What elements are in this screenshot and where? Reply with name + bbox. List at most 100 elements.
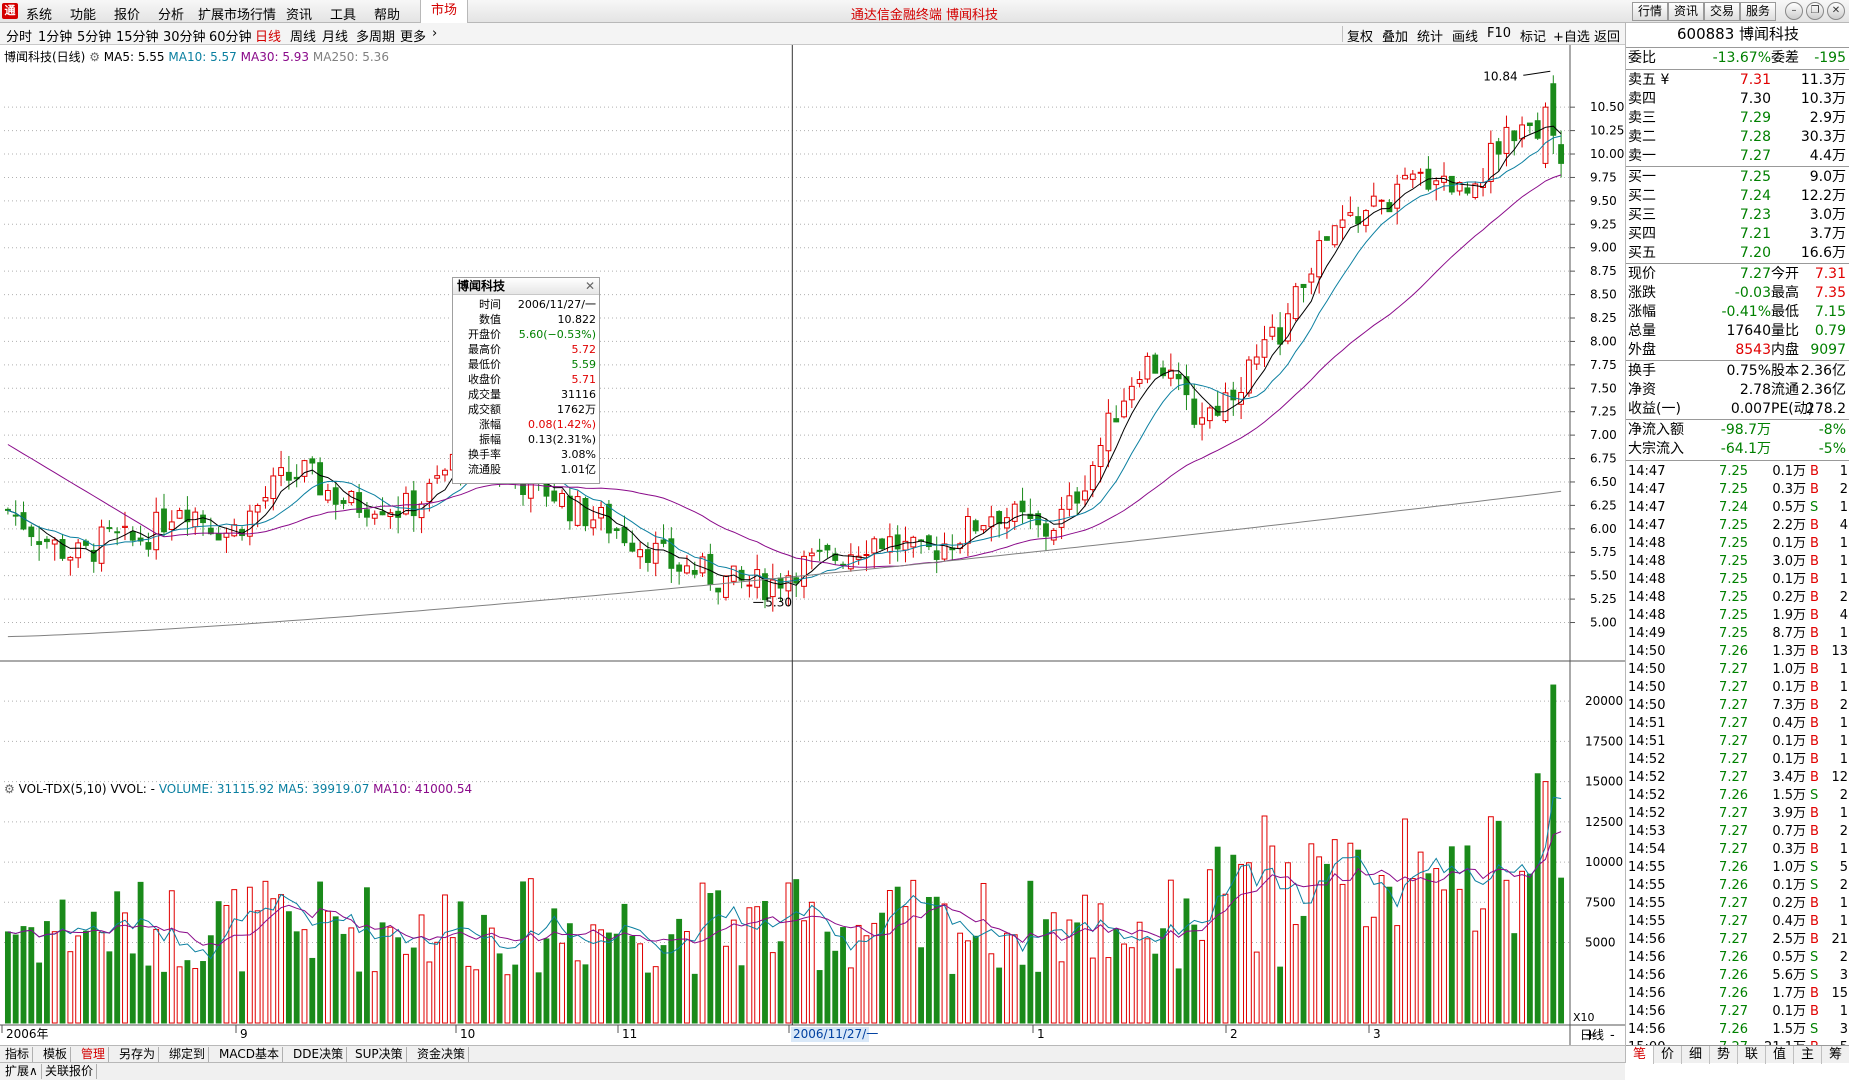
bottom-tab[interactable]: MACD基本 (216, 1047, 283, 1062)
vol-gear-icon[interactable]: ⚙ (4, 782, 15, 796)
tick-row[interactable]: 14:50 7.27 7.3万 B 2 (1626, 697, 1849, 715)
info-button[interactable]: 资讯 (1668, 2, 1705, 21)
market-tab[interactable]: 市场 (420, 0, 469, 23)
tick-row[interactable]: 14:51 7.27 0.1万 B 1 (1626, 733, 1849, 751)
tick-row[interactable]: 14:48 7.25 0.1万 B 1 (1626, 571, 1849, 589)
f10-button[interactable]: F10 (1487, 26, 1512, 41)
bottom-tab[interactable]: SUP决策 (352, 1047, 407, 1062)
legend-gear-icon[interactable]: ⚙ (89, 50, 100, 64)
period-60min[interactable]: 60分钟 (209, 30, 252, 45)
tick-row[interactable]: 14:52 7.27 0.1万 B 1 (1626, 751, 1849, 769)
menu-tools[interactable]: 工具 (330, 8, 357, 23)
tick-row[interactable]: 14:56 7.26 5.6万 S 3 (1626, 967, 1849, 985)
bottom-tab[interactable]: 关联报价 (42, 1064, 98, 1079)
zoom-out-icon[interactable]: - (1610, 1028, 1615, 1043)
tick-row[interactable]: 14:55 7.27 0.2万 B 1 (1626, 895, 1849, 913)
chart-area[interactable]: 5.00 5.25 5.50 5.75 6.00 6.25 6.50 6.75 7.00 7.25… (0, 45, 1625, 1045)
tick-row[interactable]: 14:50 7.26 1.3万 B 13 (1626, 643, 1849, 661)
quote-button[interactable]: 行情 (1632, 2, 1669, 21)
order-level[interactable]: 卖二 7.28 30.3万 (1626, 128, 1849, 147)
service-button[interactable]: 服务 (1740, 2, 1777, 21)
bottom-tab[interactable]: 绑定到 (166, 1047, 210, 1062)
bottom-tab[interactable]: 模板 (40, 1047, 72, 1062)
panel-tab[interactable]: 价 (1654, 1046, 1682, 1064)
menu-function[interactable]: 功能 (70, 8, 97, 23)
stats-button[interactable]: 统计 (1417, 30, 1444, 45)
period-multi[interactable]: 多周期 (356, 30, 396, 45)
close-icon[interactable]: ✕ (1827, 2, 1845, 20)
chevron-right-icon[interactable]: › (432, 26, 438, 41)
bottom-tab[interactable]: 另存为 (116, 1047, 160, 1062)
zoom-in-icon[interactable]: + (1585, 1028, 1596, 1043)
order-level[interactable]: 买二 7.24 12.2万 (1626, 187, 1849, 206)
period-15min[interactable]: 15分钟 (116, 30, 159, 45)
menu-system[interactable]: 系统 (26, 8, 53, 23)
period-30min[interactable]: 30分钟 (163, 30, 206, 45)
bottom-tab[interactable]: DDE决策 (290, 1047, 348, 1062)
period-more[interactable]: 更多 (400, 30, 427, 45)
tick-row[interactable]: 14:51 7.27 0.4万 B 1 (1626, 715, 1849, 733)
tick-row[interactable]: 14:52 7.27 3.4万 B 12 (1626, 769, 1849, 787)
tick-row[interactable]: 14:48 7.25 3.0万 B 1 (1626, 553, 1849, 571)
tick-row[interactable]: 14:56 7.27 2.5万 B 21 (1626, 931, 1849, 949)
tick-row[interactable]: 14:54 7.27 0.3万 B 1 (1626, 841, 1849, 859)
tick-row[interactable]: 14:50 7.27 1.0万 B 1 (1626, 661, 1849, 679)
tick-row[interactable]: 14:48 7.25 0.2万 B 2 (1626, 589, 1849, 607)
trade-button[interactable]: 交易 (1704, 2, 1741, 21)
order-level[interactable]: 买一 7.25 9.0万 (1626, 168, 1849, 187)
panel-tab[interactable]: 值 (1766, 1046, 1794, 1064)
tick-row[interactable]: 14:47 7.24 0.5万 S 1 (1626, 499, 1849, 517)
order-level[interactable]: 买三 7.23 3.0万 (1626, 206, 1849, 225)
order-level[interactable]: 卖五 ¥ 7.31 11.3万 (1626, 71, 1849, 90)
order-level[interactable]: 卖一 7.27 4.4万 (1626, 147, 1849, 166)
tick-row[interactable]: 14:50 7.27 0.1万 B 1 (1626, 679, 1849, 697)
tick-row[interactable]: 14:52 7.26 1.5万 S 2 (1626, 787, 1849, 805)
adjust-button[interactable]: 复权 (1347, 30, 1374, 45)
panel-tab[interactable]: 势 (1710, 1046, 1738, 1064)
overlay-button[interactable]: 叠加 (1382, 30, 1409, 45)
tick-row[interactable]: 14:55 7.26 0.1万 S 2 (1626, 877, 1849, 895)
tick-row[interactable]: 14:48 7.25 1.9万 B 4 (1626, 607, 1849, 625)
order-level[interactable]: 买五 7.20 16.6万 (1626, 244, 1849, 263)
draw-button[interactable]: 画线 (1452, 30, 1479, 45)
period-tick[interactable]: 分时 (6, 30, 33, 45)
tick-row[interactable]: 14:47 7.25 0.3万 B 2 (1626, 481, 1849, 499)
order-level[interactable]: 买四 7.21 3.7万 (1626, 225, 1849, 244)
bottom-tab[interactable]: 管理 (78, 1047, 110, 1062)
period-monthly[interactable]: 月线 (322, 30, 349, 45)
menu-info[interactable]: 资讯 (286, 8, 313, 23)
bottom-tab[interactable]: 指标 (2, 1047, 34, 1062)
close-icon[interactable]: ✕ (584, 279, 595, 293)
period-5min[interactable]: 5分钟 (77, 30, 112, 45)
tick-row[interactable]: 14:47 7.25 2.2万 B 4 (1626, 517, 1849, 535)
tick-row[interactable]: 14:53 7.27 0.7万 B 2 (1626, 823, 1849, 841)
period-daily[interactable]: 日线 (255, 30, 282, 45)
period-weekly[interactable]: 周线 (290, 30, 317, 45)
tick-row[interactable]: 14:56 7.26 1.5万 S 3 (1626, 1021, 1849, 1039)
menu-analysis[interactable]: 分析 (158, 8, 185, 23)
tick-row[interactable]: 14:56 7.26 0.5万 S 2 (1626, 949, 1849, 967)
menu-help[interactable]: 帮助 (374, 8, 401, 23)
tick-row[interactable]: 14:56 7.26 1.7万 B 15 (1626, 985, 1849, 1003)
order-level[interactable]: 卖四 7.30 10.3万 (1626, 90, 1849, 109)
add-watchlist-button[interactable]: +自选 (1553, 30, 1590, 45)
menu-ext-market[interactable]: 扩展市场行情 (198, 8, 277, 23)
tick-row[interactable]: 14:55 7.27 0.4万 B 1 (1626, 913, 1849, 931)
restore-icon[interactable]: ❐ (1806, 2, 1824, 20)
mark-button[interactable]: 标记 (1520, 30, 1547, 45)
tick-row[interactable]: 14:48 7.25 0.1万 B 1 (1626, 535, 1849, 553)
panel-tab[interactable]: 主 (1794, 1046, 1822, 1064)
panel-tab[interactable]: 笔 (1626, 1046, 1654, 1064)
bottom-tab[interactable]: 资金决策 (414, 1047, 470, 1062)
period-1min[interactable]: 1分钟 (38, 30, 73, 45)
tick-row[interactable]: 14:49 7.25 8.7万 B 1 (1626, 625, 1849, 643)
tick-row[interactable]: 14:55 7.26 1.0万 S 5 (1626, 859, 1849, 877)
menu-quote[interactable]: 报价 (114, 8, 141, 23)
kline-svg[interactable]: 5.00 5.25 5.50 5.75 6.00 6.25 6.50 6.75 7.00 7.25… (0, 45, 1625, 1045)
panel-tab[interactable]: 细 (1682, 1046, 1710, 1064)
tick-row[interactable]: 14:56 7.27 0.1万 B 1 (1626, 1003, 1849, 1021)
minimize-icon[interactable]: – (1785, 2, 1803, 20)
panel-tab[interactable]: 联 (1738, 1046, 1766, 1064)
tick-row[interactable]: 14:52 7.27 3.9万 B 1 (1626, 805, 1849, 823)
tick-row[interactable]: 14:47 7.25 0.1万 B 1 (1626, 463, 1849, 481)
